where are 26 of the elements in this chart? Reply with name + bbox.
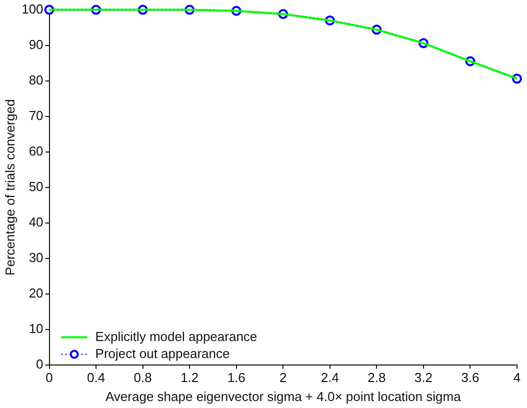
y-tick-label: 20	[28, 285, 44, 300]
x-tick-label: 3.2	[414, 370, 432, 386]
legend-label: Project out appearance	[95, 346, 230, 361]
y-tick-label: 90	[28, 36, 44, 52]
legend-label: Explicitly model appearance	[95, 328, 258, 344]
y-tick-label: 30	[28, 250, 44, 265]
x-tick-label: 2	[280, 370, 287, 386]
y-axis-title: Percentage of trials converged	[2, 99, 18, 276]
x-axis-title: Average shape eigenvector sigma + 4.0× point location sigma	[105, 388, 462, 404]
x-tick-label: 2.4	[320, 370, 339, 386]
x-tick-label: 4	[513, 370, 521, 386]
y-tick-label: 70	[28, 108, 44, 123]
x-tick-label: 0	[46, 370, 53, 386]
y-tick-label: 50	[28, 178, 44, 194]
x-tick-label: 0.8	[134, 370, 152, 386]
y-tick-label: 100	[22, 1, 44, 16]
x-tick-label: 3.6	[461, 370, 480, 386]
y-tick-label: 0	[36, 356, 44, 372]
y-tick-label: 10	[28, 320, 44, 336]
x-tick-label: 1.2	[180, 370, 199, 386]
y-tick-label: 40	[28, 214, 44, 230]
x-tick-label: 0.4	[87, 370, 106, 386]
x-tick-label: 2.8	[368, 370, 386, 386]
x-tick-label: 1.6	[227, 370, 246, 386]
y-tick-label: 60	[28, 143, 44, 158]
y-tick-label: 80	[28, 72, 44, 88]
